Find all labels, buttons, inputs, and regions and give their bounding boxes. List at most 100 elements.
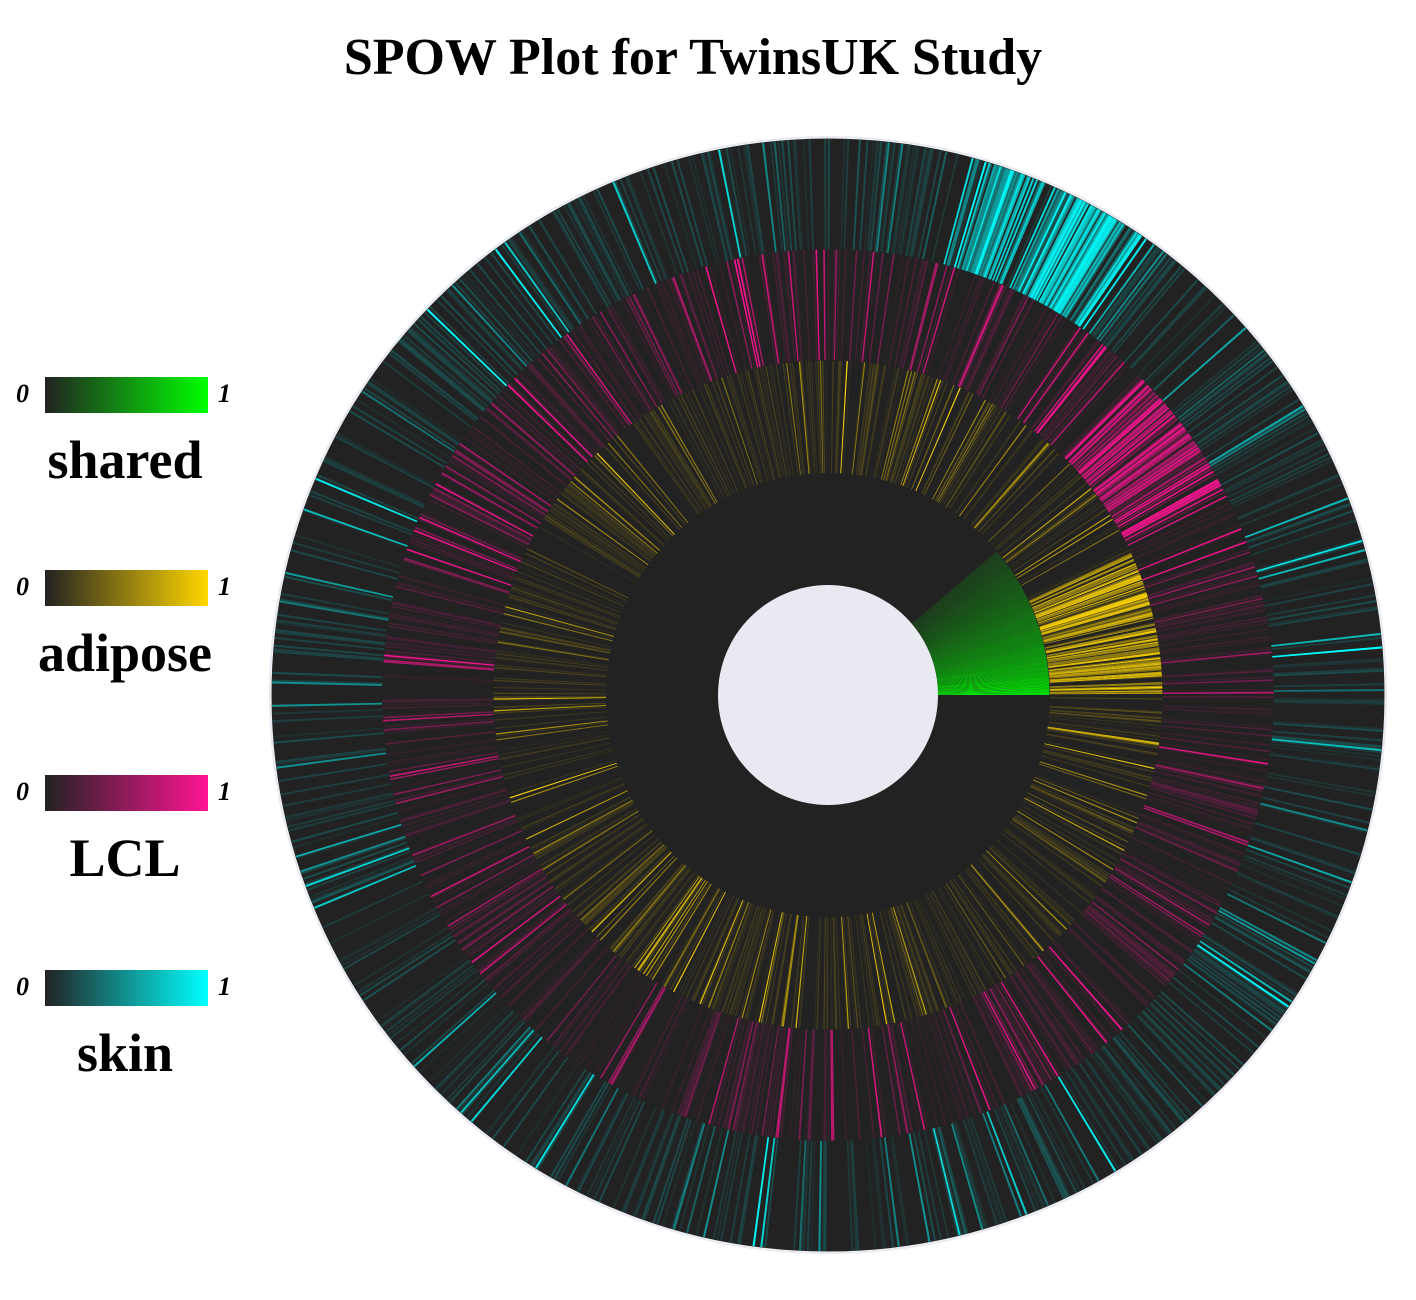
adipose-segment (1049, 671, 1163, 681)
adipose-segment (978, 448, 1056, 533)
shared-segment (921, 576, 1017, 637)
adipose-segment (959, 873, 1028, 965)
lcl-segment (798, 1029, 808, 1141)
skin-segment (865, 1139, 877, 1250)
lcl-segment (1156, 757, 1267, 781)
skin-segment (403, 982, 489, 1056)
shared-segment (913, 555, 1002, 627)
lcl-segment (1054, 940, 1132, 1024)
lcl-segment (1073, 922, 1156, 1000)
skin-segment (896, 145, 915, 255)
lcl-segment (762, 253, 781, 364)
lcl-segment (570, 329, 636, 422)
skin-segment (1243, 854, 1348, 897)
adipose-segment (761, 912, 785, 1024)
shared-segment (937, 680, 1050, 689)
lcl-segment (1118, 473, 1216, 530)
adipose-segment (662, 888, 720, 987)
adipose-segment (1040, 596, 1149, 631)
lcl-segment (975, 294, 1027, 395)
adipose-segment (825, 916, 828, 1030)
lcl-segment (1094, 423, 1184, 493)
skin-segment (1137, 1014, 1216, 1095)
adipose-segment (861, 914, 881, 1027)
skin-segment (883, 1137, 900, 1247)
lcl-segment (522, 939, 600, 1022)
adipose-segment (562, 830, 653, 901)
lcl-segment (383, 653, 495, 665)
adipose-segment (945, 410, 1007, 508)
lcl-segment (848, 249, 858, 361)
lcl-segment (401, 792, 509, 828)
adipose-segment (919, 897, 967, 1001)
skin-segment (874, 142, 889, 252)
lcl-segment (382, 704, 494, 710)
adipose-segment (970, 865, 1044, 953)
adipose-segment (1039, 593, 1148, 629)
shared-segment (927, 600, 1030, 649)
shared-segment (914, 558, 1004, 628)
skin-segment (1210, 408, 1306, 467)
adipose-segment (770, 364, 791, 477)
skin-segment (1145, 1006, 1226, 1086)
shared-segment (932, 627, 1040, 663)
skin-segment (760, 1137, 776, 1248)
adipose-segment (950, 879, 1014, 975)
skin-segment (520, 230, 583, 324)
skin-segment (285, 793, 394, 821)
skin-segment (436, 1011, 515, 1092)
adipose-segment (1019, 524, 1117, 583)
shared-segment (937, 677, 1050, 687)
adipose-segment (672, 891, 726, 993)
adipose-segment (916, 898, 963, 1003)
adipose-segment (638, 417, 704, 512)
adipose-segment (722, 905, 759, 1014)
adipose-segment (755, 367, 782, 479)
adipose-segment (889, 373, 923, 483)
shared-segment (912, 552, 1000, 625)
lcl-segment (1073, 391, 1157, 469)
adipose-segment (609, 863, 684, 950)
lcl-segment (633, 292, 684, 394)
skin-segment (410, 325, 495, 401)
lcl-segment (400, 789, 507, 823)
skin-segment (1014, 190, 1063, 291)
skin-segment (1211, 411, 1308, 470)
adipose-segment (607, 442, 683, 529)
lcl-segment (954, 1004, 999, 1108)
adipose-segment (1024, 797, 1125, 852)
adipose-segment (493, 705, 607, 712)
shared-segment (933, 630, 1041, 664)
lcl-segment (1040, 350, 1113, 437)
adipose-segment (1036, 581, 1144, 621)
lcl-segment (1096, 894, 1187, 963)
legend-min-label: 0 (16, 777, 29, 806)
skin-segment (885, 143, 902, 253)
legend-gradient-adipose (45, 570, 208, 606)
shared-segment (920, 573, 1015, 636)
skin-segment (1027, 197, 1079, 297)
adipose-segment (877, 368, 904, 479)
adipose-segment (930, 891, 984, 993)
adipose-segment (583, 846, 667, 926)
lcl-segment (712, 1018, 743, 1127)
adipose-segment (973, 442, 1049, 528)
skin-segment (1075, 232, 1139, 326)
shared-segment (918, 568, 1012, 633)
adipose-segment (1025, 795, 1127, 849)
adipose-segment (687, 390, 736, 494)
lcl-segment (1000, 312, 1060, 409)
shared-segment (922, 581, 1020, 640)
skin-segment (1255, 537, 1362, 571)
skin-segment (996, 1107, 1041, 1210)
lcl-segment (1047, 358, 1122, 443)
adipose-segment (1028, 552, 1132, 602)
shared-segment (930, 614, 1036, 656)
shared-segment (923, 583, 1021, 640)
lcl-segment (899, 1021, 926, 1131)
lcl-segment (385, 637, 496, 654)
lcl-segment (1158, 747, 1269, 767)
adipose-segment (1049, 712, 1162, 724)
adipose-segment (832, 916, 837, 1030)
skin-segment (1077, 233, 1141, 327)
